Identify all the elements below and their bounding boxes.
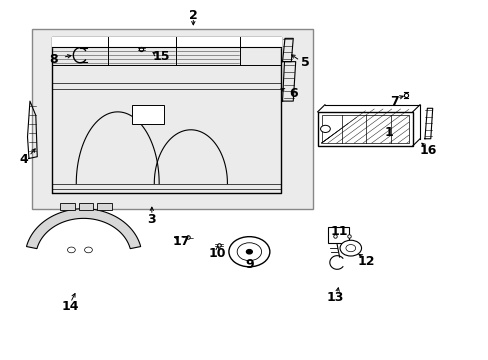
Bar — [321, 115, 408, 143]
Text: 10: 10 — [208, 247, 226, 260]
Text: 9: 9 — [244, 258, 253, 271]
Text: 17: 17 — [172, 235, 189, 248]
Circle shape — [339, 240, 361, 256]
Text: 14: 14 — [61, 300, 79, 313]
Text: 15: 15 — [153, 50, 170, 63]
Bar — [132, 105, 163, 125]
Bar — [79, 203, 93, 211]
Circle shape — [84, 247, 92, 253]
Text: 3: 3 — [147, 213, 156, 226]
Text: 5: 5 — [301, 56, 309, 69]
Bar — [32, 30, 312, 209]
Bar — [97, 203, 112, 211]
Circle shape — [228, 237, 269, 267]
Bar — [317, 112, 412, 146]
Circle shape — [246, 249, 252, 254]
Text: 11: 11 — [330, 225, 347, 238]
Text: 13: 13 — [326, 291, 343, 304]
Text: 2: 2 — [188, 9, 197, 22]
Text: 4: 4 — [20, 153, 28, 166]
Polygon shape — [26, 209, 141, 249]
Text: 6: 6 — [288, 87, 297, 100]
Circle shape — [320, 125, 330, 132]
Circle shape — [345, 244, 355, 252]
Text: 12: 12 — [357, 255, 374, 267]
Bar — [60, 203, 75, 211]
Text: 1: 1 — [384, 126, 392, 139]
Text: 7: 7 — [389, 95, 398, 108]
Bar — [328, 227, 348, 243]
Circle shape — [67, 247, 75, 253]
Text: 8: 8 — [49, 53, 58, 66]
Circle shape — [237, 243, 261, 261]
Text: 16: 16 — [419, 144, 436, 157]
